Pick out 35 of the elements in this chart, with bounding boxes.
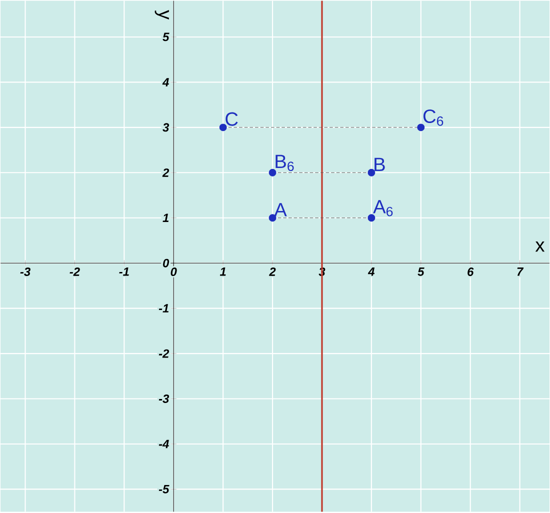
x-tick-label: -1 [119,268,129,276]
y-tick-label: -3 [158,394,170,404]
y-tick-label: -4 [158,440,169,448]
y-tick-label: -5 [158,485,170,494]
y-tick-label: 4 [162,78,169,87]
point [368,169,376,177]
x-tick-label: -2 [70,268,80,276]
point [368,214,376,222]
point [219,124,227,132]
y-tick-label: -2 [158,350,170,358]
annotation: B$_{6}$ [276,155,294,172]
y-tick-label: -1 [158,304,169,313]
x-tick-label: 0 [170,268,177,276]
x-tick-label: -3 [20,268,30,276]
x-tick-label: 7 [517,268,524,276]
annotation: A [274,203,287,216]
y-tick-label: 1 [162,214,169,222]
point [268,169,276,177]
x-tick-label: 1 [220,268,226,276]
y-tick-label: 3 [162,123,170,132]
point [268,214,276,222]
annotation: C [226,112,238,126]
annotation: B [374,158,385,172]
x-axis-title: x [535,242,545,252]
x-tick-label: 2 [269,268,276,276]
annotation: C$_{6}$ [423,110,444,126]
y-tick-label: 2 [162,168,170,178]
y-axis-title: y [154,10,169,20]
x-tick-label: 6 [468,268,474,276]
x-tick-label: 4 [368,268,375,276]
annotation: A$_{6}$ [373,200,393,216]
point [417,124,425,132]
y-tick-label: 5 [162,32,170,42]
x-tick-label: 5 [418,268,424,276]
y-tick-label: 0 [163,259,170,268]
